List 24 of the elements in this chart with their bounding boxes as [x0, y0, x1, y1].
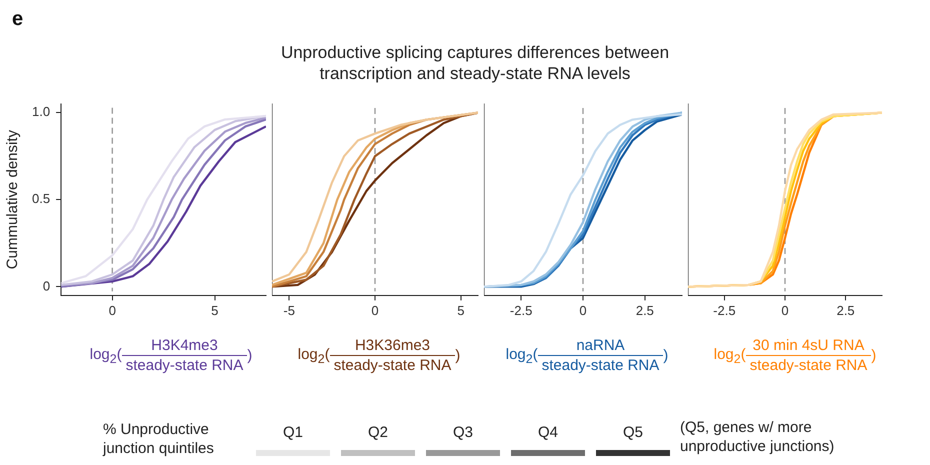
- text: Unproductive splicing captures differences between transcription and steady-state RNA levels: [280, 42, 670, 84]
- legend-title: % Unproductive junction quintiles: [103, 420, 215, 458]
- text: e: [12, 8, 24, 31]
- x-tick-label: 2.5: [636, 302, 654, 318]
- x-tick-label: -2.5: [713, 302, 736, 318]
- category-label: Q1: [282, 424, 304, 442]
- y-axis-title: Cummulative density: [4, 129, 22, 270]
- x-tick-label: 0: [108, 302, 116, 318]
- x-tick-label: -5: [283, 302, 295, 318]
- category-label: Q2: [366, 424, 389, 442]
- x-tick-label: 5: [211, 302, 218, 318]
- y-tick-label: 1.0: [32, 104, 50, 120]
- x-tick-label: 0: [579, 302, 587, 318]
- x-tick-label: -2.5: [510, 302, 532, 318]
- category-label: Q4: [536, 424, 559, 442]
- x-tick-label: 0: [781, 302, 789, 318]
- x-tick-label: 2.5: [836, 302, 855, 318]
- x-tick-label: 5: [457, 302, 464, 318]
- x-tick-label: 0: [371, 302, 379, 318]
- y-tick-label: 0: [42, 278, 50, 294]
- y-tick-label: 0.5: [32, 191, 50, 206]
- category-label: Q5: [622, 424, 644, 442]
- category-label: Q3: [452, 424, 474, 442]
- text: (Q5, genes w/ more unproductive junctions): [680, 418, 836, 456]
